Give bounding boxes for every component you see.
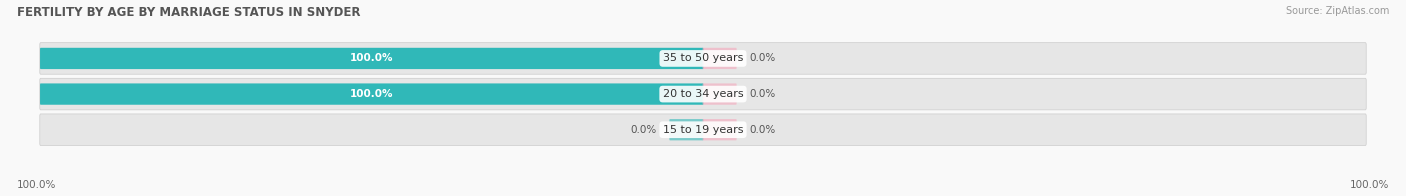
Text: 20 to 34 years: 20 to 34 years — [662, 89, 744, 99]
Text: 0.0%: 0.0% — [749, 89, 776, 99]
FancyBboxPatch shape — [669, 119, 703, 140]
Text: 100.0%: 100.0% — [350, 89, 394, 99]
Text: FERTILITY BY AGE BY MARRIAGE STATUS IN SNYDER: FERTILITY BY AGE BY MARRIAGE STATUS IN S… — [17, 6, 360, 19]
Text: 100.0%: 100.0% — [350, 54, 394, 64]
Text: 100.0%: 100.0% — [1350, 180, 1389, 190]
FancyBboxPatch shape — [39, 48, 703, 69]
FancyBboxPatch shape — [703, 83, 737, 105]
FancyBboxPatch shape — [39, 114, 1367, 145]
Text: 35 to 50 years: 35 to 50 years — [662, 54, 744, 64]
FancyBboxPatch shape — [703, 48, 737, 69]
FancyBboxPatch shape — [39, 83, 703, 105]
Text: 100.0%: 100.0% — [17, 180, 56, 190]
FancyBboxPatch shape — [39, 78, 1367, 110]
Text: 0.0%: 0.0% — [630, 125, 657, 135]
Text: Source: ZipAtlas.com: Source: ZipAtlas.com — [1285, 6, 1389, 16]
Text: 15 to 19 years: 15 to 19 years — [662, 125, 744, 135]
Text: 0.0%: 0.0% — [749, 54, 776, 64]
Text: 0.0%: 0.0% — [749, 125, 776, 135]
FancyBboxPatch shape — [703, 119, 737, 140]
FancyBboxPatch shape — [39, 43, 1367, 74]
Legend: Married, Unmarried: Married, Unmarried — [621, 193, 785, 196]
